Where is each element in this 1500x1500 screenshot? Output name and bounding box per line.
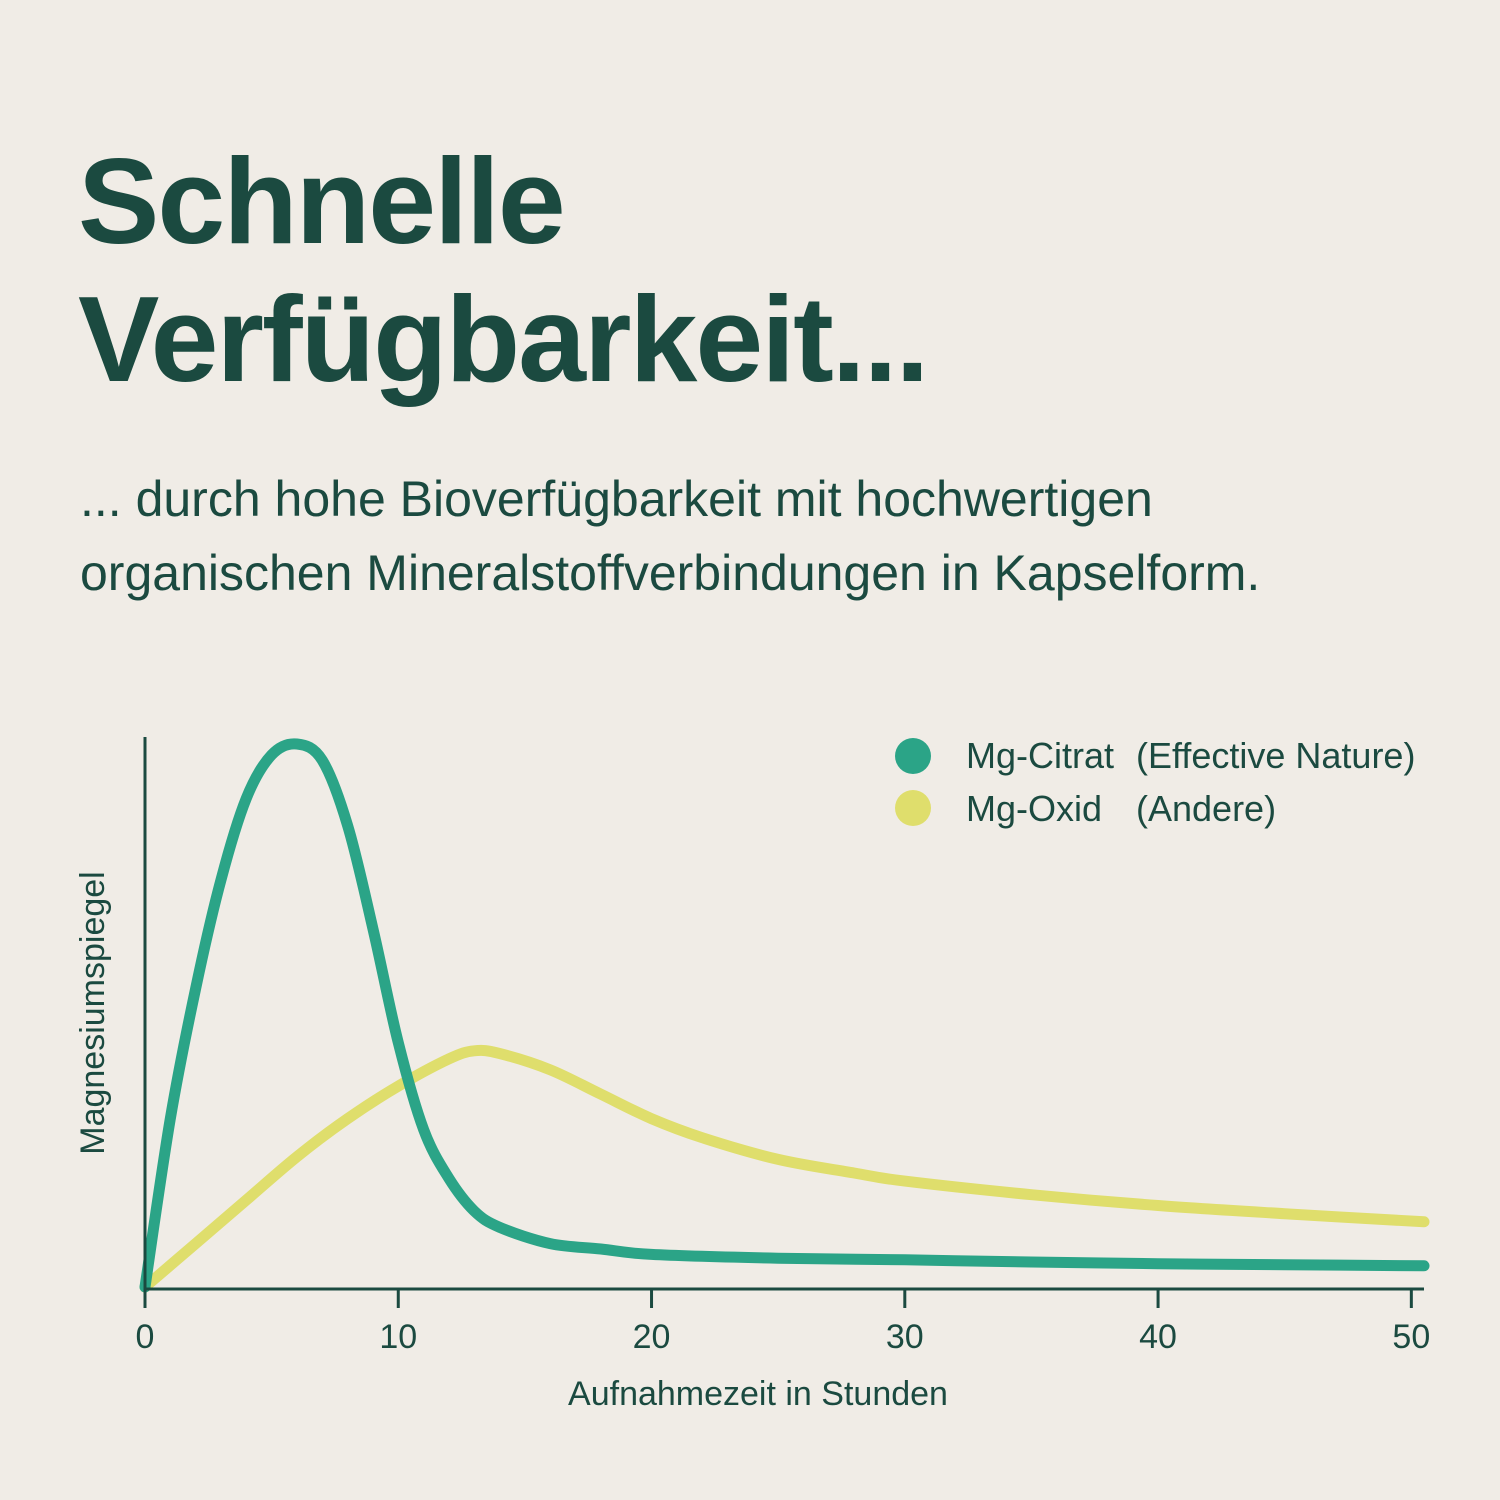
- subtitle-line-2: organischen Mineralstoffverbindungen in …: [80, 545, 1261, 601]
- page-subtitle: ... durch hohe Bioverfügbarkeit mit hoch…: [80, 462, 1480, 610]
- legend-swatch-oxid: [895, 790, 931, 826]
- x-axis-title: Aufnahmezeit in Stunden: [568, 1375, 948, 1413]
- legend-label-citrat-note: (Effective Nature): [1136, 735, 1415, 776]
- y-axis-title: Magnesiumspiegel: [74, 871, 112, 1155]
- legend-label-oxid-note: (Andere): [1136, 788, 1276, 829]
- legend: Mg-Citrat (Effective Nature) Mg-Oxid (An…: [895, 735, 1415, 829]
- page-title: Schnelle Verfügbarkeit...: [78, 132, 929, 408]
- legend-swatch-citrat: [895, 738, 931, 774]
- title-line-2: Verfügbarkeit...: [78, 271, 929, 407]
- x-tick-label-30: 30: [886, 1318, 924, 1356]
- subtitle-line-1: ... durch hohe Bioverfügbarkeit mit hoch…: [80, 471, 1153, 527]
- x-tick-label-20: 20: [633, 1318, 671, 1356]
- axis-layer: [143, 737, 1424, 1291]
- legend-item-oxid: Mg-Oxid (Andere): [895, 788, 1276, 829]
- legend-label-oxid-main: Mg-Oxid: [966, 788, 1102, 829]
- x-tick-label-50: 50: [1392, 1318, 1430, 1356]
- legend-label-citrat-main: Mg-Citrat: [966, 735, 1114, 776]
- series-layer: [139, 738, 1430, 1293]
- series-line-citrat: [139, 738, 1430, 1293]
- legend-item-citrat: Mg-Citrat (Effective Nature): [895, 735, 1415, 776]
- tick-layer: 0 10 20 30 40 50: [136, 1289, 1430, 1356]
- x-tick-label-10: 10: [379, 1318, 417, 1356]
- title-line-1: Schnelle: [78, 133, 566, 269]
- x-tick-label-40: 40: [1139, 1318, 1177, 1356]
- x-tick-label-0: 0: [136, 1318, 155, 1356]
- series-line-oxid: [139, 1044, 1430, 1293]
